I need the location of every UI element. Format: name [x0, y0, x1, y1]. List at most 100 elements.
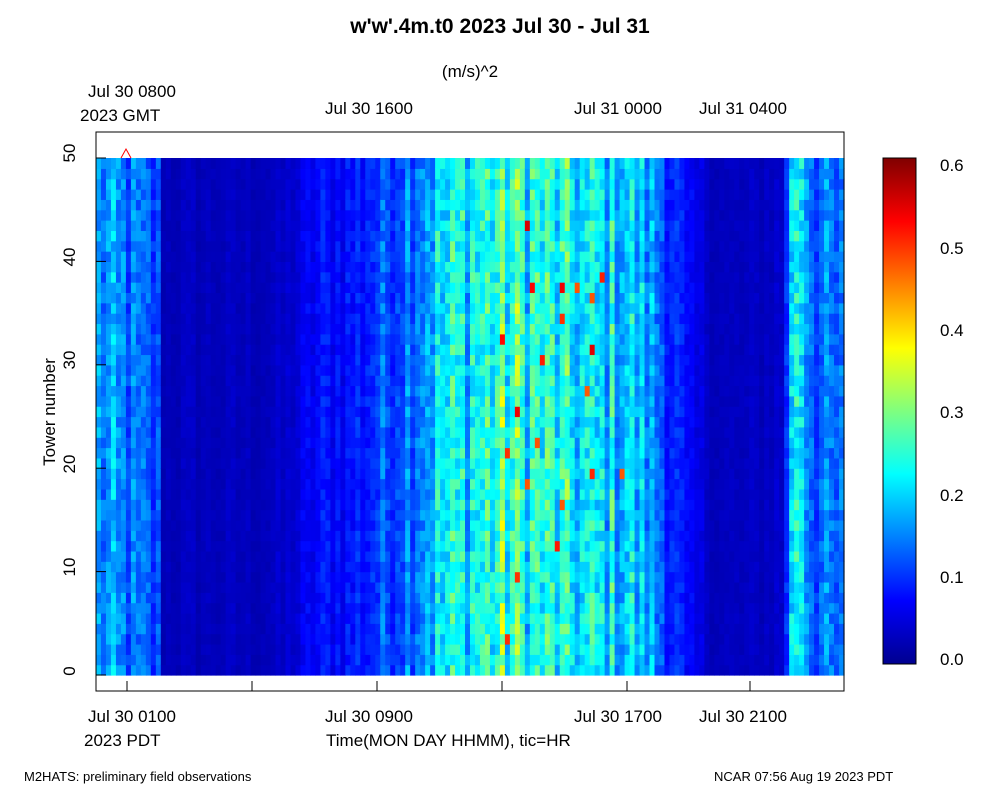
- heatmap-cell: [470, 437, 476, 449]
- heatmap-cell: [380, 406, 386, 418]
- heatmap-cell: [145, 633, 152, 645]
- heatmap-cell: [105, 158, 112, 169]
- heatmap-cell: [310, 509, 317, 521]
- heatmap-cell: [569, 437, 576, 449]
- heatmap-cell: [115, 643, 122, 655]
- heatmap-cell: [115, 292, 122, 304]
- heatmap-cell: [470, 499, 476, 511]
- heatmap-cell: [494, 612, 501, 624]
- heatmap-cell: [529, 426, 536, 438]
- heatmap-cell: [539, 550, 546, 562]
- heatmap-cell: [440, 643, 446, 655]
- heatmap-cell: [150, 333, 157, 345]
- heatmap-cell: [105, 581, 112, 593]
- heatmap-cell: [385, 468, 391, 480]
- heatmap-cell: [310, 664, 317, 676]
- heatmap-cell: [479, 540, 486, 552]
- heatmap-cell: [365, 447, 371, 459]
- heatmap-cell: [290, 344, 297, 356]
- heatmap-cell: [275, 530, 282, 542]
- heatmap-cell: [180, 468, 187, 480]
- heatmap-cell: [120, 581, 127, 593]
- heatmap-cell: [115, 230, 122, 242]
- heatmap-cell: [559, 395, 566, 407]
- heatmap-cell: [150, 385, 157, 397]
- heatmap-cell: [160, 612, 167, 624]
- heatmap-cell: [165, 323, 172, 335]
- heatmap-cell: [470, 261, 476, 273]
- heatmap-cell: [310, 209, 317, 221]
- heatmap-cell: [310, 571, 317, 583]
- heatmap-cell: [425, 550, 431, 562]
- heatmap-cell: [395, 633, 401, 645]
- heatmap-cell: [405, 395, 411, 407]
- heatmap-cell: [544, 240, 551, 252]
- heatmap-cell: [160, 478, 167, 490]
- heatmap-cell: [435, 550, 441, 562]
- heatmap-cell: [584, 519, 591, 531]
- heatmap-cell: [489, 178, 496, 190]
- heatmap-cell: [395, 178, 401, 190]
- heatmap-cell: [355, 550, 361, 562]
- heatmap-cell: [340, 478, 346, 490]
- heatmap-cell: [180, 612, 187, 624]
- heatmap-cell: [405, 209, 411, 221]
- heatmap-cell: [135, 189, 142, 200]
- heatmap-cell: [499, 158, 506, 169]
- heatmap-cell: [559, 664, 566, 676]
- heatmap-cell: [120, 209, 127, 221]
- heatmap-cell: [529, 313, 536, 325]
- heatmap-cell: [549, 158, 556, 169]
- heatmap-cell: [195, 385, 202, 397]
- heatmap-cell: [569, 623, 576, 635]
- heatmap-cell: [529, 581, 536, 593]
- heatmap-cell: [584, 426, 591, 438]
- heatmap-cell: [529, 375, 536, 387]
- heatmap-cell: [390, 643, 396, 655]
- heatmap-cell: [135, 623, 142, 635]
- heatmap-cell: [460, 664, 466, 676]
- heatmap-cell: [375, 209, 381, 221]
- heatmap-cell: [385, 664, 391, 676]
- heatmap-cell: [489, 364, 496, 376]
- heatmap-cell: [504, 189, 511, 200]
- heatmap-cell: [539, 323, 546, 335]
- heatmap-cell: [315, 530, 321, 542]
- heatmap-cell: [115, 178, 122, 190]
- heatmap-cell: [499, 178, 506, 190]
- heatmap-cell: [175, 550, 182, 562]
- heatmap-cell: [400, 199, 406, 211]
- heatmap-cell: [539, 240, 546, 252]
- heatmap-cell: [380, 292, 386, 304]
- heatmap-cell: [584, 364, 591, 376]
- heatmap-cell: [245, 406, 252, 418]
- heatmap-cell: [499, 261, 506, 273]
- heatmap-cell: [465, 199, 471, 211]
- heatmap-cell: [574, 592, 581, 604]
- heatmap-cell: [504, 488, 511, 500]
- heatmap-cell: [539, 158, 546, 169]
- heatmap-cell: [579, 664, 586, 676]
- heatmap-cell: [360, 571, 366, 583]
- heatmap-cell: [519, 426, 526, 438]
- heatmap-cell: [330, 251, 336, 262]
- heatmap-cell: [295, 302, 302, 314]
- heatmap-cell: [270, 333, 277, 345]
- heatmap-cell: [125, 406, 132, 418]
- heatmap-cell: [425, 602, 431, 614]
- heatmap-cell: [470, 364, 476, 376]
- heatmap-cell: [395, 437, 401, 449]
- heatmap-cell: [554, 292, 561, 304]
- heatmap-cell: [225, 168, 232, 180]
- heatmap-cell: [395, 313, 401, 325]
- heatmap-cell: [504, 416, 511, 428]
- heatmap-cell: [529, 478, 536, 490]
- heatmap-cell: [514, 437, 521, 449]
- heatmap-cell: [499, 292, 506, 304]
- heatmap-cell: [280, 550, 287, 562]
- heatmap-cell: [544, 189, 551, 200]
- heatmap-cell: [195, 323, 202, 335]
- heatmap-cell: [210, 509, 217, 521]
- heatmap-cell: [115, 457, 122, 469]
- heatmap-cell: [455, 509, 461, 521]
